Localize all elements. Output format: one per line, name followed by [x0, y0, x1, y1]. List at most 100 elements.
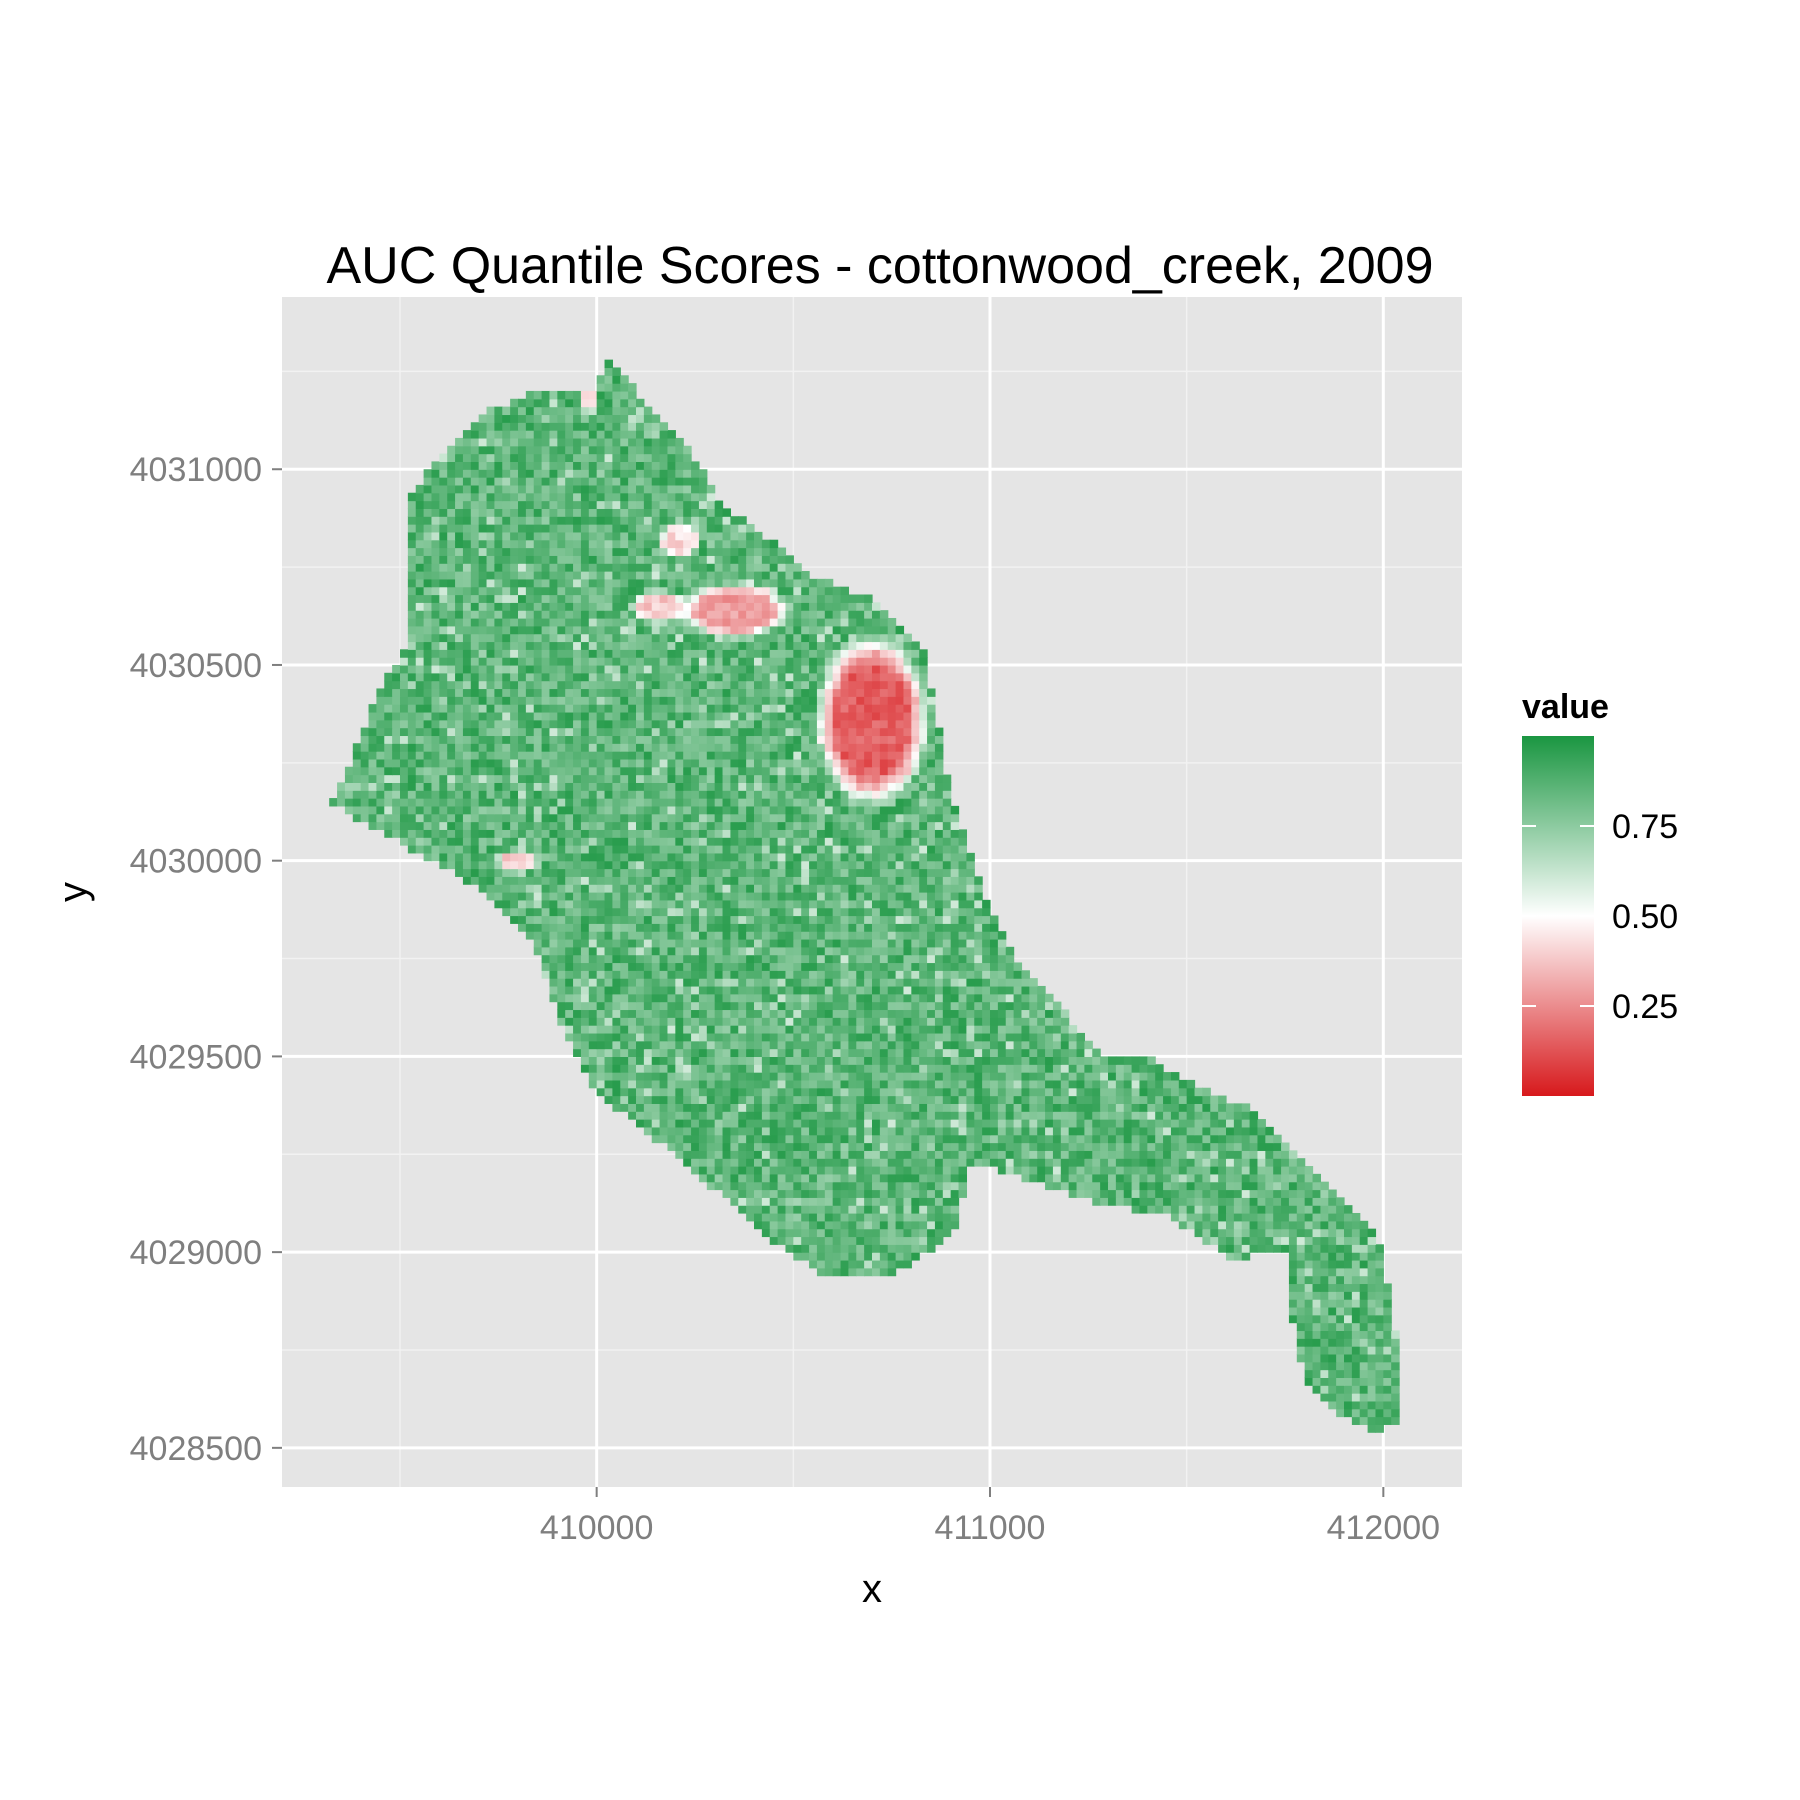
raster-cell — [612, 735, 621, 744]
raster-cell — [927, 899, 936, 909]
raster-cell — [628, 1032, 637, 1042]
raster-cell — [816, 899, 826, 909]
raster-cell — [872, 915, 881, 924]
raster-cell — [785, 1189, 794, 1198]
raster-cell — [628, 923, 637, 932]
raster-cell — [698, 954, 708, 964]
raster-cell — [1202, 1126, 1211, 1136]
raster-cell — [1045, 1064, 1054, 1073]
raster-cell — [620, 751, 629, 760]
raster-cell — [659, 993, 669, 1003]
raster-cell — [927, 751, 936, 760]
raster-cell — [809, 727, 818, 737]
raster-cell — [872, 719, 881, 729]
raster-cell — [824, 946, 834, 956]
raster-cell — [1351, 1306, 1361, 1316]
raster-cell — [651, 821, 661, 830]
raster-cell — [934, 892, 944, 901]
raster-cell — [698, 845, 708, 854]
raster-cell — [942, 813, 952, 823]
raster-cell — [754, 868, 763, 877]
raster-cell — [754, 884, 763, 893]
raster-cell — [738, 884, 747, 893]
raster-cell — [1155, 1095, 1164, 1104]
raster-cell — [793, 1111, 802, 1120]
raster-cell — [1218, 1166, 1227, 1175]
raster-cell — [895, 1064, 905, 1073]
raster-cell — [588, 970, 598, 979]
raster-cell — [903, 1087, 912, 1097]
raster-cell — [628, 852, 637, 862]
raster-cell — [809, 1181, 818, 1191]
raster-cell — [1108, 1173, 1117, 1183]
raster-cell — [761, 719, 771, 729]
raster-cell — [722, 821, 731, 830]
raster-cell — [659, 985, 669, 995]
raster-cell — [801, 899, 810, 909]
raster-cell — [832, 1142, 842, 1151]
raster-cell — [856, 1220, 865, 1230]
raster-cell — [604, 915, 613, 924]
raster-cell — [801, 758, 810, 768]
raster-cell — [1170, 1150, 1180, 1159]
raster-cell — [1013, 1079, 1023, 1089]
raster-cell — [565, 931, 574, 940]
raster-cell — [620, 1048, 629, 1058]
raster-cell — [1052, 1173, 1062, 1183]
raster-cell — [769, 1189, 779, 1198]
raster-cell — [1344, 1205, 1353, 1214]
raster-cell — [934, 1134, 944, 1144]
raster-cell — [1288, 1166, 1298, 1175]
raster-cell — [1084, 1040, 1093, 1050]
raster-cell — [1005, 1025, 1015, 1034]
raster-cell — [533, 727, 543, 737]
raster-cell — [927, 1126, 936, 1136]
raster-cell — [502, 899, 511, 909]
raster-cell — [1194, 1134, 1203, 1144]
raster-cell — [746, 1119, 755, 1128]
raster-cell — [1218, 1119, 1227, 1128]
raster-cell — [462, 837, 472, 846]
raster-cell — [691, 735, 700, 744]
raster-cell — [643, 985, 653, 995]
raster-cell — [730, 1064, 739, 1073]
raster-cell — [518, 774, 527, 783]
raster-cell — [698, 962, 708, 971]
raster-cell — [596, 962, 606, 971]
raster-cell — [1320, 1259, 1329, 1269]
raster-cell — [966, 1009, 975, 1018]
raster-cell — [462, 727, 472, 737]
raster-cell — [580, 751, 590, 760]
raster-cell — [848, 985, 857, 995]
raster-cell — [872, 1236, 881, 1245]
raster-cell — [927, 782, 936, 791]
raster-cell — [494, 876, 503, 885]
raster-cell — [1147, 1205, 1156, 1214]
raster-cell — [612, 907, 621, 917]
raster-cell — [872, 1259, 881, 1269]
raster-cell — [722, 829, 731, 838]
raster-cell — [706, 978, 716, 987]
raster-cell — [691, 962, 700, 971]
raster-cell — [1139, 1189, 1148, 1198]
raster-cell — [588, 719, 598, 729]
raster-cell — [769, 829, 779, 838]
raster-cell — [651, 1040, 661, 1050]
raster-cell — [769, 821, 779, 830]
raster-cell — [1336, 1236, 1345, 1245]
raster-cell — [856, 1025, 865, 1034]
raster-cell — [911, 751, 920, 760]
raster-cell — [604, 868, 613, 877]
raster-cell — [651, 845, 661, 854]
raster-cell — [706, 798, 716, 807]
raster-cell — [761, 1079, 771, 1089]
raster-cell — [1336, 1299, 1345, 1308]
raster-cell — [809, 790, 818, 799]
raster-cell — [1202, 1220, 1211, 1230]
raster-cell — [636, 790, 645, 799]
raster-cell — [816, 915, 826, 924]
raster-cell — [1202, 1189, 1211, 1198]
raster-cell — [1178, 1087, 1188, 1097]
raster-cell — [903, 1236, 912, 1245]
raster-cell — [683, 954, 692, 964]
